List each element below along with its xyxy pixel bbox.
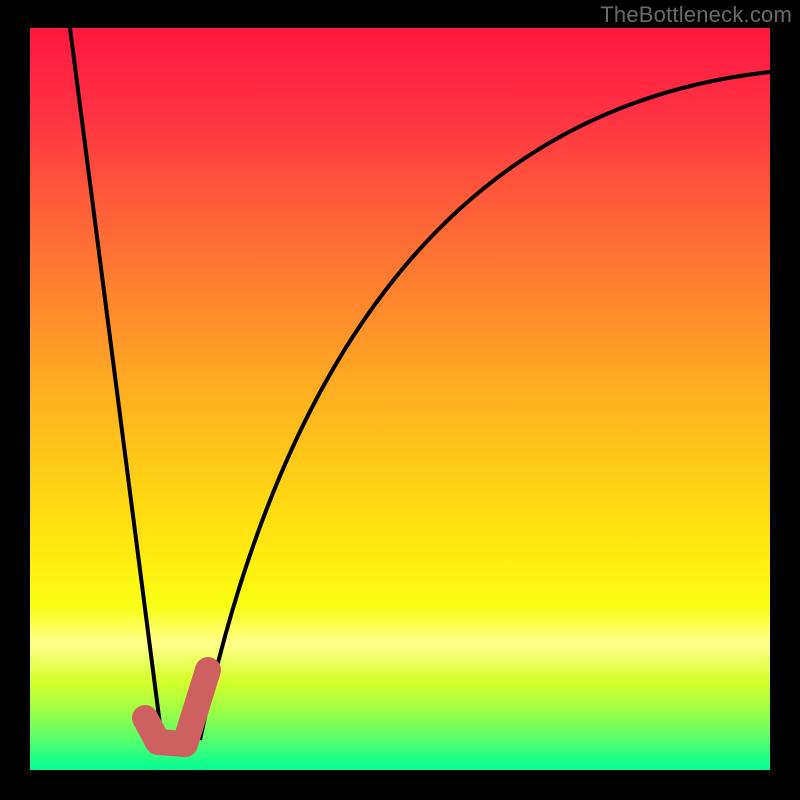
watermark-text: TheBottleneck.com — [600, 2, 792, 28]
chart-container: TheBottleneck.com — [0, 0, 800, 800]
plot-area — [30, 28, 770, 770]
bottleneck-curve-chart — [0, 0, 800, 800]
